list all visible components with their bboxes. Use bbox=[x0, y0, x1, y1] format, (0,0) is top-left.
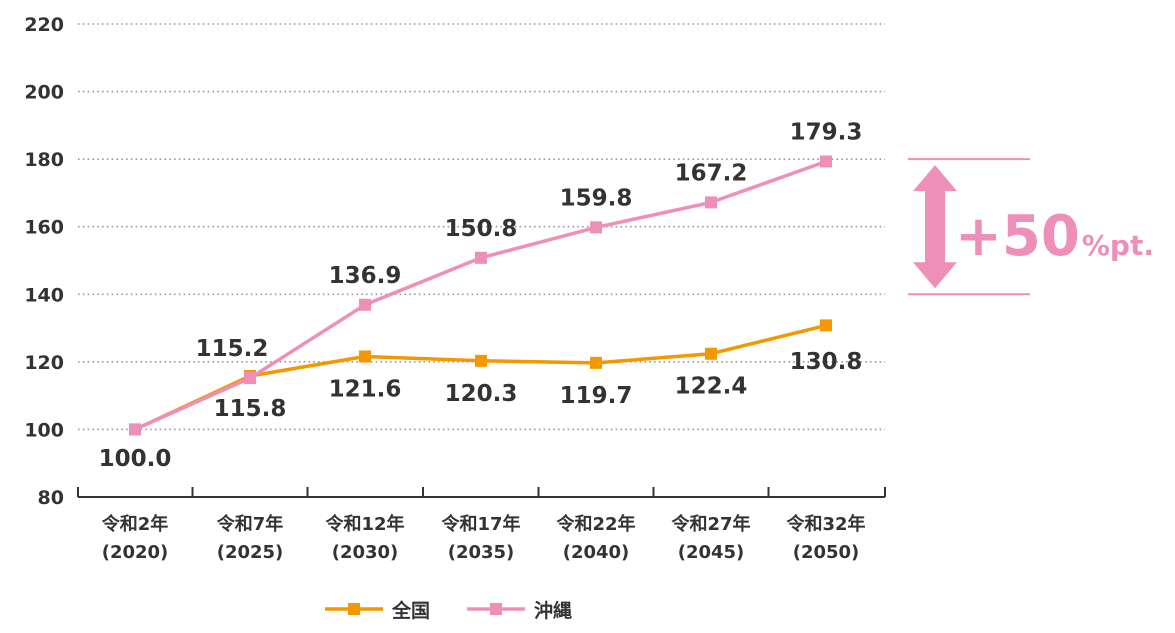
data-label-national: 115.8 bbox=[214, 396, 287, 422]
x-tick-label: 令和27年 bbox=[670, 513, 750, 535]
data-label-okinawa: 136.9 bbox=[329, 263, 402, 289]
data-label-okinawa: 167.2 bbox=[675, 160, 748, 186]
x-tick-label-year: (2035) bbox=[448, 542, 515, 563]
legend-marker bbox=[348, 603, 360, 615]
data-point bbox=[820, 319, 832, 332]
x-tick-label: 令和17年 bbox=[440, 513, 520, 535]
series-layer bbox=[129, 155, 832, 436]
data-label-national: 122.4 bbox=[675, 374, 748, 400]
y-tick-label: 180 bbox=[24, 149, 64, 171]
data-label-national: 121.6 bbox=[329, 376, 402, 402]
x-tick-label: 令和22年 bbox=[555, 513, 635, 535]
double-arrow-icon bbox=[913, 165, 957, 289]
x-tick-label-year: (2050) bbox=[793, 542, 860, 563]
data-point bbox=[820, 155, 832, 168]
data-point bbox=[590, 221, 602, 234]
annotation-text: +50%pt. bbox=[955, 204, 1154, 269]
data-point bbox=[475, 354, 487, 367]
data-label-okinawa: 159.8 bbox=[560, 185, 633, 211]
data-point bbox=[359, 298, 371, 311]
data-label-national: 120.3 bbox=[445, 381, 518, 407]
x-tick-label-year: (2040) bbox=[563, 542, 630, 563]
data-label-national: 100.0 bbox=[99, 446, 172, 472]
data-point bbox=[129, 423, 141, 436]
y-tick-label: 160 bbox=[24, 217, 64, 239]
data-label-okinawa: 150.8 bbox=[445, 216, 518, 242]
legend-marker bbox=[490, 603, 502, 615]
x-tick-label-year: (2020) bbox=[102, 542, 169, 563]
y-tick-label: 200 bbox=[24, 82, 64, 104]
x-tick-label-year: (2025) bbox=[217, 542, 284, 563]
data-label-layer: 100.0 115.8 121.6 120.3 119.7 122.4 130.8 115.2… bbox=[99, 120, 863, 472]
difference-annotation: +50%pt. bbox=[908, 158, 1154, 296]
x-tick-label-year: (2030) bbox=[332, 542, 399, 563]
data-point bbox=[359, 350, 371, 363]
data-point bbox=[244, 372, 256, 385]
data-label-okinawa: 179.3 bbox=[790, 120, 863, 146]
grid-layer bbox=[78, 23, 885, 431]
x-tick-label: 令和12年 bbox=[324, 513, 404, 535]
data-label-national: 130.8 bbox=[790, 349, 863, 375]
y-tick-label: 220 bbox=[24, 14, 64, 36]
data-point bbox=[705, 196, 717, 209]
legend-label: 沖縄 bbox=[534, 599, 572, 622]
data-point bbox=[475, 251, 487, 264]
y-tick-label: 80 bbox=[38, 487, 64, 509]
legend: 全国 沖縄 bbox=[325, 599, 572, 622]
axis-layer: 80 100 120 140 160 180 200 220 令和2年 (2020) 令和7年 (20… bbox=[24, 14, 886, 563]
data-label-okinawa: 115.2 bbox=[196, 336, 269, 362]
x-tick-label-year: (2045) bbox=[678, 542, 745, 563]
x-tick-label: 令和2年 bbox=[101, 513, 169, 535]
y-tick-label: 140 bbox=[24, 284, 64, 306]
x-tick-label: 令和32年 bbox=[785, 513, 865, 535]
x-tick-label: 令和7年 bbox=[216, 513, 284, 535]
data-point bbox=[705, 347, 717, 360]
data-label-national: 119.7 bbox=[560, 383, 633, 409]
legend-label: 全国 bbox=[391, 599, 430, 622]
y-tick-label: 100 bbox=[24, 419, 64, 441]
data-point bbox=[590, 356, 602, 369]
y-tick-label: 120 bbox=[24, 352, 64, 374]
